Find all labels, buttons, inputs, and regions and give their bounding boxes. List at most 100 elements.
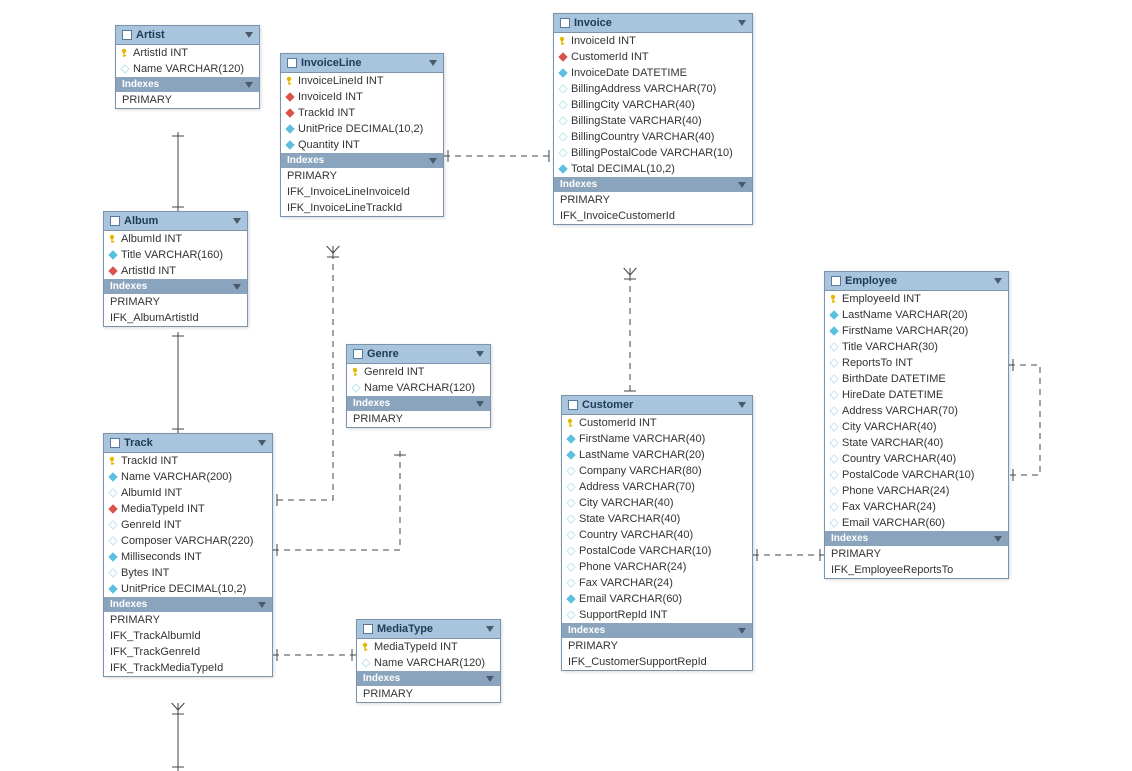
chevron-down-icon[interactable] <box>429 158 437 164</box>
column-row: Fax VARCHAR(24) <box>825 499 1008 515</box>
entity-genre[interactable]: Genre GenreId INT Name VARCHAR(120) Inde… <box>346 344 491 428</box>
entity-artist[interactable]: Artist ArtistId INT Name VARCHAR(120) In… <box>115 25 260 109</box>
entity-header[interactable]: Album <box>104 212 247 231</box>
nullable-icon <box>829 438 839 448</box>
column-label: MediaTypeId INT <box>374 641 458 653</box>
chevron-down-icon[interactable] <box>233 284 241 290</box>
column-label: BirthDate DATETIME <box>842 373 946 385</box>
table-icon <box>110 438 120 448</box>
column-label: MediaTypeId INT <box>121 503 205 515</box>
entity-header[interactable]: Invoice <box>554 14 752 33</box>
chevron-down-icon[interactable] <box>429 60 437 66</box>
nullable-icon <box>108 568 118 578</box>
nullable-icon <box>829 454 839 464</box>
index-row: IFK_CustomerSupportRepId <box>562 654 752 670</box>
entity-header[interactable]: Genre <box>347 345 490 364</box>
chevron-down-icon[interactable] <box>476 401 484 407</box>
column-row: BirthDate DATETIME <box>825 371 1008 387</box>
column-label: GenreId INT <box>364 366 425 378</box>
column-label: TrackId INT <box>121 455 178 467</box>
indexes-header[interactable]: Indexes <box>347 396 490 411</box>
entity-mediatype[interactable]: MediaType MediaTypeId INT Name VARCHAR(1… <box>356 619 501 703</box>
entity-invoiceline[interactable]: InvoiceLine InvoiceLineId INT InvoiceId … <box>280 53 444 217</box>
chevron-down-icon[interactable] <box>258 602 266 608</box>
fk-icon <box>558 52 568 62</box>
entity-header[interactable]: InvoiceLine <box>281 54 443 73</box>
chevron-down-icon[interactable] <box>486 676 494 682</box>
entity-header[interactable]: MediaType <box>357 620 500 639</box>
entity-track[interactable]: Track TrackId INT Name VARCHAR(200) Albu… <box>103 433 273 677</box>
column-row: ReportsTo INT <box>825 355 1008 371</box>
column-label: TrackId INT <box>298 107 355 119</box>
columns-section: CustomerId INT FirstName VARCHAR(40) Las… <box>562 415 752 623</box>
nullable-icon <box>108 520 118 530</box>
chevron-down-icon[interactable] <box>738 402 746 408</box>
notnull-icon <box>558 68 568 78</box>
column-row: Name VARCHAR(120) <box>357 655 500 671</box>
entity-header[interactable]: Track <box>104 434 272 453</box>
indexes-header[interactable]: Indexes <box>116 77 259 92</box>
nullable-icon <box>829 342 839 352</box>
chevron-down-icon[interactable] <box>245 82 253 88</box>
chevron-down-icon[interactable] <box>994 536 1002 542</box>
column-row: BillingAddress VARCHAR(70) <box>554 81 752 97</box>
relation-line <box>1009 365 1040 475</box>
chevron-down-icon[interactable] <box>994 278 1002 284</box>
index-row: IFK_InvoiceLineTrackId <box>281 200 443 216</box>
pk-icon <box>829 294 839 304</box>
pk-icon <box>120 48 130 58</box>
entity-header[interactable]: Employee <box>825 272 1008 291</box>
chevron-down-icon[interactable] <box>258 440 266 446</box>
column-row: TrackId INT <box>281 105 443 121</box>
column-row: MediaTypeId INT <box>104 501 272 517</box>
column-label: BillingPostalCode VARCHAR(10) <box>571 147 733 159</box>
column-row: Bytes INT <box>104 565 272 581</box>
indexes-header[interactable]: Indexes <box>825 531 1008 546</box>
column-label: FirstName VARCHAR(40) <box>579 433 705 445</box>
entity-customer[interactable]: Customer CustomerId INT FirstName VARCHA… <box>561 395 753 671</box>
nullable-icon <box>829 502 839 512</box>
column-label: HireDate DATETIME <box>842 389 943 401</box>
column-row: Address VARCHAR(70) <box>825 403 1008 419</box>
column-label: Title VARCHAR(30) <box>842 341 938 353</box>
table-icon <box>568 400 578 410</box>
indexes-header[interactable]: Indexes <box>281 153 443 168</box>
column-label: ArtistId INT <box>133 47 188 59</box>
indexes-header[interactable]: Indexes <box>562 623 752 638</box>
column-label: CustomerId INT <box>571 51 649 63</box>
er-diagram-canvas: Artist ArtistId INT Name VARCHAR(120) In… <box>0 0 1132 771</box>
column-label: BillingCity VARCHAR(40) <box>571 99 695 111</box>
column-row: PostalCode VARCHAR(10) <box>825 467 1008 483</box>
pk-icon <box>558 36 568 46</box>
entity-album[interactable]: Album AlbumId INT Title VARCHAR(160) Art… <box>103 211 248 327</box>
index-row: IFK_EmployeeReportsTo <box>825 562 1008 578</box>
nullable-icon <box>108 536 118 546</box>
column-row: SupportRepId INT <box>562 607 752 623</box>
indexes-header[interactable]: Indexes <box>104 279 247 294</box>
indexes-header[interactable]: Indexes <box>104 597 272 612</box>
chevron-down-icon[interactable] <box>486 626 494 632</box>
notnull-icon <box>829 326 839 336</box>
chevron-down-icon[interactable] <box>738 20 746 26</box>
entity-header[interactable]: Artist <box>116 26 259 45</box>
column-row: ArtistId INT <box>104 263 247 279</box>
indexes-header[interactable]: Indexes <box>357 671 500 686</box>
entity-employee[interactable]: Employee EmployeeId INT LastName VARCHAR… <box>824 271 1009 579</box>
indexes-header[interactable]: Indexes <box>554 177 752 192</box>
column-label: Company VARCHAR(80) <box>579 465 702 477</box>
column-row: FirstName VARCHAR(20) <box>825 323 1008 339</box>
column-row: Phone VARCHAR(24) <box>562 559 752 575</box>
notnull-icon <box>285 140 295 150</box>
chevron-down-icon[interactable] <box>738 628 746 634</box>
entity-header[interactable]: Customer <box>562 396 752 415</box>
column-label: Email VARCHAR(60) <box>842 517 945 529</box>
chevron-down-icon[interactable] <box>233 218 241 224</box>
chevron-down-icon[interactable] <box>738 182 746 188</box>
column-label: Phone VARCHAR(24) <box>579 561 686 573</box>
column-row: CustomerId INT <box>554 49 752 65</box>
indexes-label: Indexes <box>831 533 868 544</box>
entity-invoice[interactable]: Invoice InvoiceId INT CustomerId INT Inv… <box>553 13 753 225</box>
chevron-down-icon[interactable] <box>245 32 253 38</box>
column-row: City VARCHAR(40) <box>562 495 752 511</box>
chevron-down-icon[interactable] <box>476 351 484 357</box>
